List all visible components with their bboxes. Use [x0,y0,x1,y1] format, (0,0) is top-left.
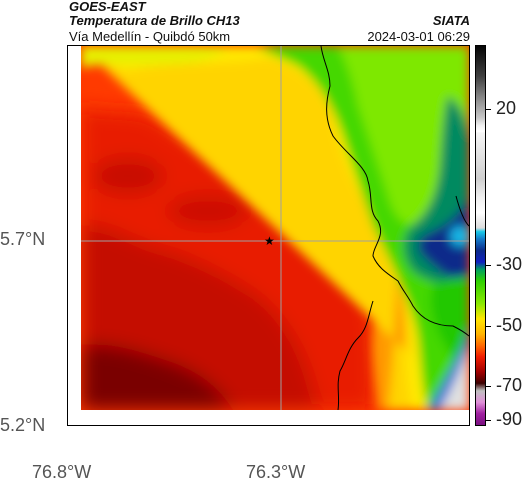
colorbar-tick-label: -50 [496,315,523,335]
colorbar-tick-label: -30 [496,254,523,274]
lon-tick-label: 76.8°W [32,462,92,482]
colorbar [475,45,486,426]
colorbar-tick-mark [486,326,491,327]
boundary-line-south [337,300,374,410]
agency-label: SIATA [432,13,470,28]
map-canvas: ★ [81,46,469,410]
light-green-band [338,46,469,225]
cyan-patch [450,226,469,246]
colorbar-tick-mark [486,386,491,387]
brightness-temperature-map: ★ [67,45,470,426]
colorbar-tick-label: 20 [496,98,517,118]
boundary-line-east [455,195,469,227]
dark-red-blob [168,195,248,227]
region-label: Vía Medellín - Quibdó 50km [69,29,231,44]
colorbar-tick-mark [486,109,491,110]
yellow-green-top [81,46,228,68]
location-star-icon: ★ [264,234,275,248]
dark-red-blob [93,158,163,194]
lat-tick-label: 5.7°N [0,229,46,249]
colorbar-tick-mark [486,265,491,266]
cold-cloud-zone [418,196,469,282]
datetime-label: 2024-03-01 06:29 [367,29,470,44]
lon-tick-label: 76.3°W [246,462,306,482]
colorbar-tick-label: -70 [496,375,523,395]
gray-ocean-zone [440,346,469,410]
boundary-line [320,46,469,337]
darkest-red-zone [81,344,233,410]
satellite-title: GOES-EAST [69,0,146,14]
lat-tick-label: 5.2°N [0,415,46,435]
colorbar-tick-mark [486,420,491,421]
product-title: Temperatura de Brillo CH13 [69,13,240,28]
colorbar-tick-label: -90 [496,409,523,429]
